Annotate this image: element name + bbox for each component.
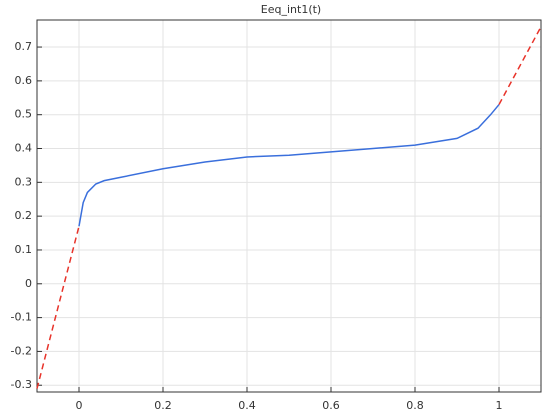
- y-tick-label: -0.1: [11, 311, 32, 324]
- y-tick-label: 0.3: [15, 175, 33, 188]
- x-tick-label: 1: [496, 399, 503, 412]
- x-tick-label: 0.6: [322, 399, 340, 412]
- x-tick-label: 0.4: [238, 399, 256, 412]
- y-tick-label: -0.3: [11, 378, 32, 391]
- y-tick-label: 0.1: [15, 243, 33, 256]
- line-series: [78, 104, 500, 227]
- y-tick-label: -0.2: [11, 344, 32, 357]
- y-tick-label: 0.4: [15, 142, 33, 155]
- line-series: [498, 26, 542, 105]
- line-series: [36, 226, 80, 389]
- y-tick-label: 0.7: [15, 40, 33, 53]
- plot-frame: [36, 19, 542, 393]
- chart-title: Eeq_int1(t): [261, 3, 321, 16]
- x-tick-label: 0.8: [406, 399, 424, 412]
- y-tick-label: 0.5: [15, 108, 33, 121]
- y-tick-label: 0.6: [15, 74, 33, 87]
- x-tick-label: 0.2: [154, 399, 172, 412]
- x-tick-label: 0: [76, 399, 83, 412]
- y-tick-label: 0.2: [15, 209, 33, 222]
- y-tick-label: 0: [25, 277, 32, 290]
